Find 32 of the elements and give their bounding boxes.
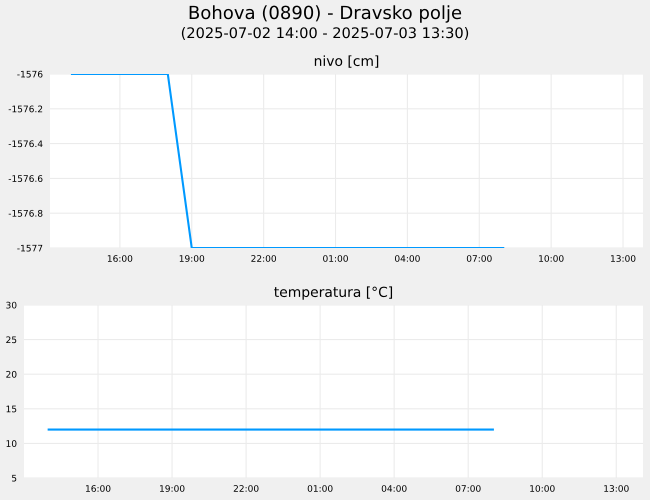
x-tick-label: 19:00 — [180, 255, 204, 262]
x-tick-label: 01:00 — [308, 485, 333, 492]
x-tick-label: 13:00 — [611, 255, 636, 262]
y-tick-label: -1577 — [17, 244, 42, 252]
x-tick-label: 01:00 — [323, 255, 348, 262]
x-tick-label: 19:00 — [160, 485, 184, 492]
y-tick-label: 10 — [6, 440, 16, 447]
x-tick-label: 07:00 — [456, 485, 481, 492]
y-tick-label: 5 — [12, 474, 16, 482]
y-tick-label: -1576.6 — [8, 175, 42, 182]
x-tick-label: 10:00 — [539, 255, 564, 262]
y-tick-label: -1576.8 — [8, 210, 42, 217]
y-tick-label: -1576.4 — [8, 140, 43, 148]
chart-subtitle: (2025-07-02 14:00 - 2025-07-03 13:30) — [182, 26, 468, 40]
y-tick-label: 25 — [6, 336, 16, 344]
x-tick-label: 04:00 — [382, 485, 407, 492]
x-tick-label: 07:00 — [466, 255, 492, 262]
y-axis-title: temperatura [°C] — [274, 286, 392, 300]
y-tick-label: 20 — [6, 370, 16, 378]
x-tick-label: 13:00 — [604, 485, 629, 492]
y-tick-label: -1576.2 — [8, 106, 42, 112]
x-tick-label: 04:00 — [394, 255, 420, 262]
x-tick-label: 22:00 — [251, 255, 276, 262]
chart-title: Bohova (0890) - Dravsko polje — [190, 5, 462, 23]
x-tick-label: 16:00 — [86, 485, 110, 492]
y-axis-title: nivo [cm] — [314, 55, 378, 68]
y-tick-label: 15 — [6, 406, 16, 412]
y-tick-label: -1576 — [17, 70, 42, 78]
x-tick-label: 22:00 — [234, 485, 259, 492]
x-tick-label: 10:00 — [530, 485, 555, 492]
y-tick-label: 30 — [6, 302, 16, 309]
x-tick-label: 16:00 — [108, 255, 132, 262]
